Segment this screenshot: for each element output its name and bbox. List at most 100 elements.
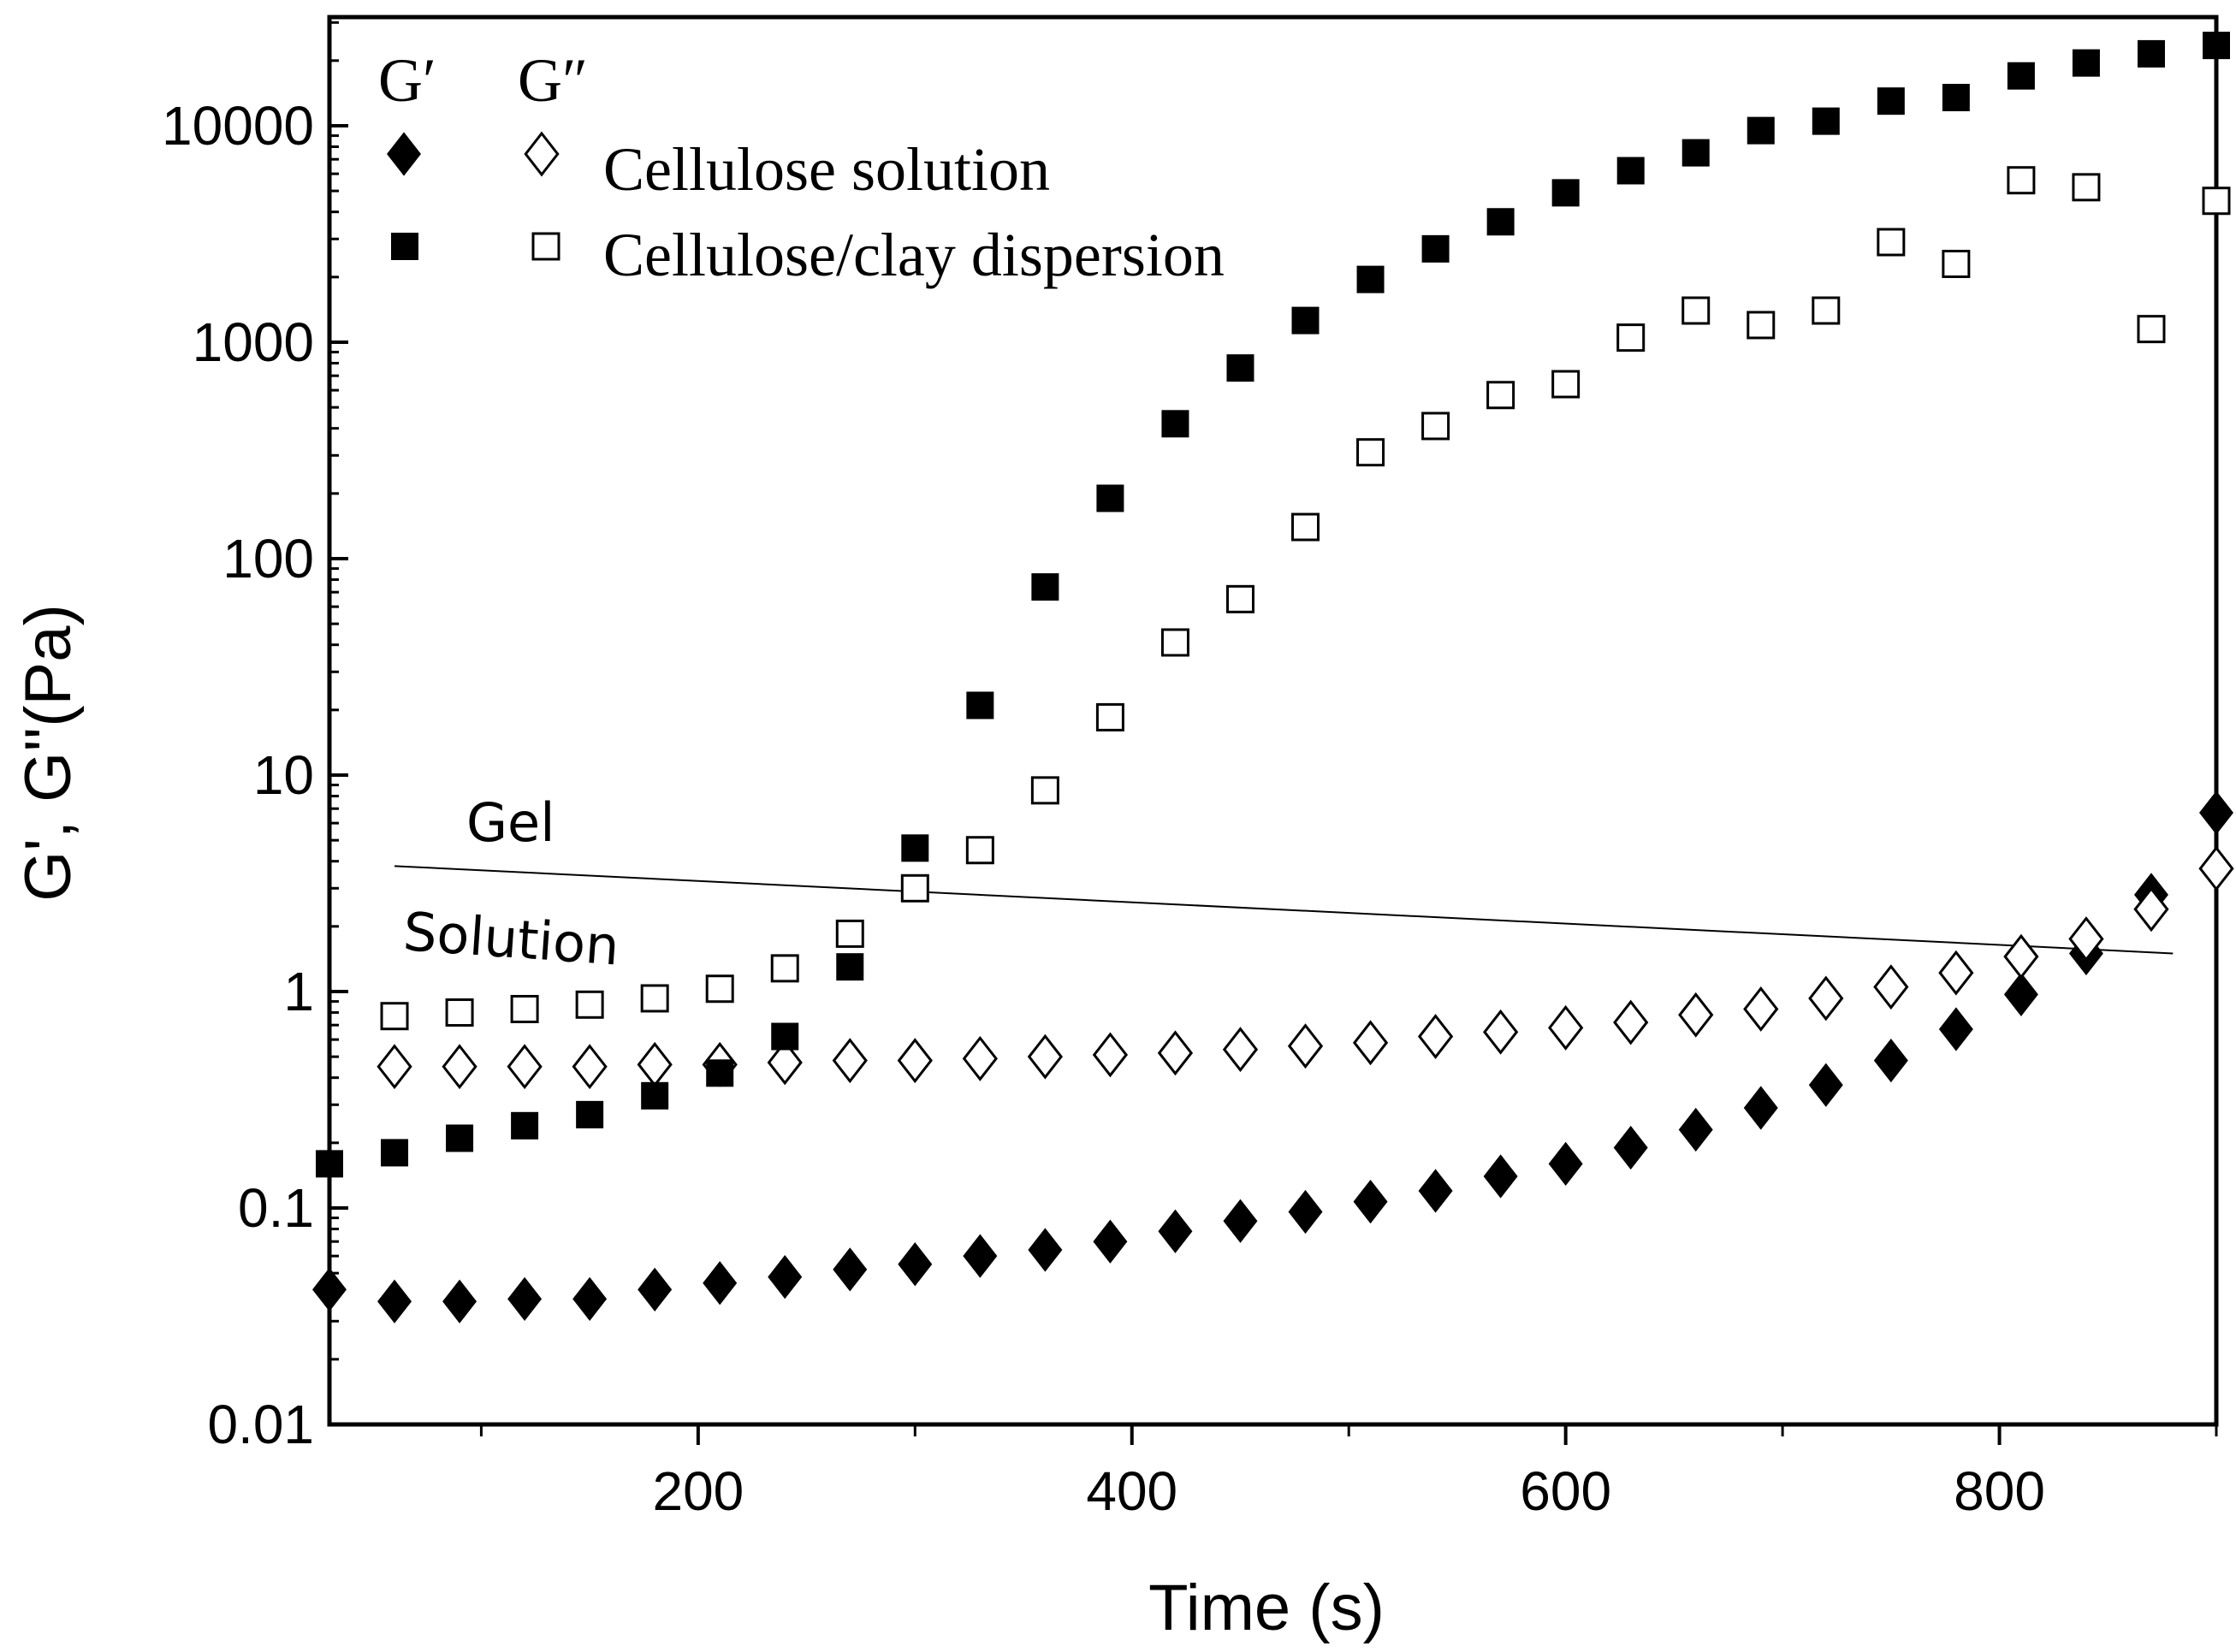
data-point: [572, 1276, 608, 1321]
data-point: [1743, 1086, 1778, 1130]
data-point: [1551, 179, 1580, 207]
data-point: [377, 1279, 412, 1323]
data-point: [380, 1002, 409, 1031]
data-point: [1421, 234, 1450, 263]
legend-entry-cellulose-clay-dispersion: Cellulose/clay dispersion: [603, 221, 1225, 289]
data-point: [1747, 311, 1776, 340]
data-point: [2007, 62, 2035, 90]
data-point: [1548, 1004, 1584, 1051]
data-point: [1225, 584, 1254, 613]
data-point: [312, 1267, 347, 1312]
data-point: [1486, 208, 1515, 236]
legend-header-g-double-prime: G″: [518, 46, 588, 115]
data-point: [1613, 1125, 1648, 1170]
data-point: [898, 1242, 933, 1287]
data-point: [832, 1038, 868, 1084]
data-point: [1681, 296, 1711, 325]
data-point: [641, 1081, 669, 1110]
data-point: [1551, 370, 1581, 399]
data-point: [1028, 1228, 1063, 1272]
data-point: [2003, 933, 2039, 980]
data-point: [510, 994, 539, 1023]
data-point: [1942, 84, 1970, 112]
y-tick-label: 100: [222, 528, 314, 589]
data-point: [1812, 107, 1840, 135]
data-point: [1942, 249, 1971, 278]
data-point: [1027, 1033, 1064, 1080]
data-point: [1291, 306, 1320, 335]
data-point: [1616, 157, 1645, 185]
data-point: [442, 1279, 477, 1323]
gel-annotation: Gel: [466, 791, 555, 854]
data-point: [771, 1022, 799, 1051]
data-point: [1812, 296, 1841, 325]
data-point: [442, 1044, 477, 1090]
data-point: [1158, 1209, 1193, 1253]
data-point: [445, 998, 474, 1027]
data-point: [1226, 354, 1254, 382]
data-point: [1548, 1141, 1583, 1186]
data-point: [575, 990, 604, 1019]
data-point: [1747, 116, 1775, 145]
data-point: [2137, 39, 2165, 68]
legend-header-g-prime: G′: [378, 46, 436, 115]
data-points: [312, 32, 2234, 1323]
data-point: [1287, 1023, 1324, 1069]
data-point: [1353, 1179, 1388, 1224]
data-point: [897, 1038, 933, 1084]
data-point: [1486, 381, 1515, 410]
x-tick-label: 600: [1520, 1460, 1611, 1522]
legend-marker-filled-square: [391, 233, 418, 260]
data-point: [1417, 1014, 1454, 1059]
data-point: [1421, 412, 1450, 441]
y-tick-label: 10000: [162, 95, 314, 157]
legend-entry-cellulose-solution: Cellulose solution: [603, 135, 1050, 204]
y-axis: 0.01 0.1 1 10 100 1000 10000: [162, 21, 348, 1455]
data-point: [1808, 975, 1844, 1021]
x-tick-label: 400: [1086, 1460, 1177, 1522]
data-point: [507, 1276, 543, 1321]
data-point: [965, 836, 994, 865]
data-point: [835, 919, 864, 948]
data-point: [638, 1267, 673, 1312]
legend-marker-open-diamond: [524, 131, 560, 177]
data-point: [1356, 438, 1385, 467]
data-point: [900, 873, 929, 903]
series-1: [377, 845, 2234, 1090]
data-point: [1160, 628, 1189, 657]
x-tick-label: 200: [652, 1460, 744, 1522]
data-point: [2198, 845, 2234, 891]
data-point: [2072, 49, 2100, 77]
data-point: [2003, 972, 2038, 1016]
data-point: [511, 1111, 539, 1140]
x-axis: 200 400 600 800: [479, 1424, 2218, 1522]
data-point: [1095, 702, 1124, 731]
data-point: [901, 834, 929, 862]
y-tick-label: 1000: [193, 311, 314, 373]
data-point: [836, 953, 864, 981]
legend-marker-open-square: [531, 232, 560, 261]
series-3: [380, 166, 2231, 1031]
data-point: [1483, 1154, 1518, 1199]
data-point: [2133, 886, 2169, 933]
data-point: [1873, 964, 1909, 1010]
data-point: [2203, 32, 2230, 60]
data-point: [576, 1100, 604, 1128]
data-point: [1030, 776, 1059, 805]
data-point: [1092, 1032, 1129, 1078]
data-point: [1938, 950, 1974, 996]
data-point: [1157, 1030, 1194, 1076]
data-point: [2202, 187, 2231, 216]
data-point: [572, 1044, 608, 1090]
data-point: [1291, 512, 1320, 542]
data-point: [1616, 323, 1646, 352]
data-point: [2199, 790, 2233, 835]
data-point: [703, 1261, 738, 1306]
data-point: [833, 1247, 868, 1292]
legend-marker-filled-diamond: [387, 132, 421, 176]
data-point: [640, 984, 669, 1013]
y-tick-label: 0.01: [207, 1394, 314, 1455]
data-point: [963, 1234, 998, 1278]
data-point: [377, 1044, 412, 1090]
